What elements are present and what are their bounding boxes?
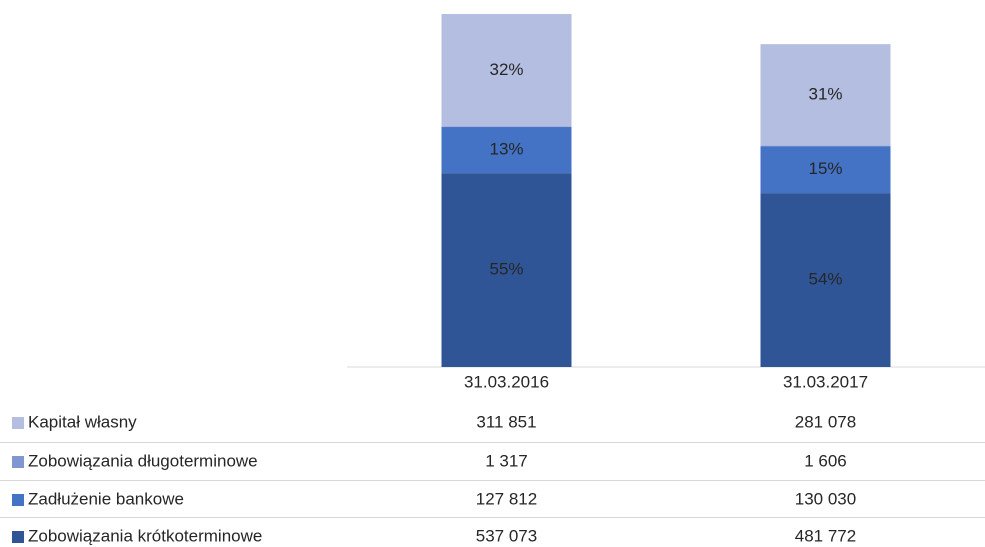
table-value: 281 078 xyxy=(795,412,856,431)
legend-label: Zobowiązania krótkoterminowe xyxy=(28,526,262,545)
legend-swatch xyxy=(12,494,24,506)
data-label: 15% xyxy=(808,159,842,178)
table-value: 481 772 xyxy=(795,526,856,545)
bar-segment xyxy=(441,14,572,127)
bar-segment xyxy=(760,145,891,147)
table-value: 1 606 xyxy=(804,451,847,470)
data-label: 31% xyxy=(808,84,842,103)
bar-segment xyxy=(441,127,572,174)
data-label: 13% xyxy=(489,140,523,159)
legend-swatch xyxy=(12,456,24,468)
bar-segment xyxy=(441,173,572,367)
bar-segment xyxy=(760,44,891,146)
bar-segment xyxy=(760,193,891,367)
legend-swatch xyxy=(12,531,24,543)
data-label: 54% xyxy=(808,270,842,289)
bar-segment xyxy=(760,146,891,194)
legend-label: Zobowiązania długoterminowe xyxy=(28,451,258,470)
x-tick-label: 31.03.2016 xyxy=(464,372,549,391)
legend-label: Zadłużenie bankowe xyxy=(28,489,184,508)
x-tick-label: 31.03.2017 xyxy=(783,372,868,391)
data-label: 55% xyxy=(489,260,523,279)
table-value: 130 030 xyxy=(795,489,856,508)
legend-label: Kapitał własny xyxy=(28,412,137,431)
data-label: 32% xyxy=(489,60,523,79)
table-value: 537 073 xyxy=(476,526,537,545)
table-value: 311 851 xyxy=(476,412,536,431)
table-value: 127 812 xyxy=(476,489,537,508)
legend-swatch xyxy=(12,417,24,429)
table-value: 1 317 xyxy=(485,451,528,470)
